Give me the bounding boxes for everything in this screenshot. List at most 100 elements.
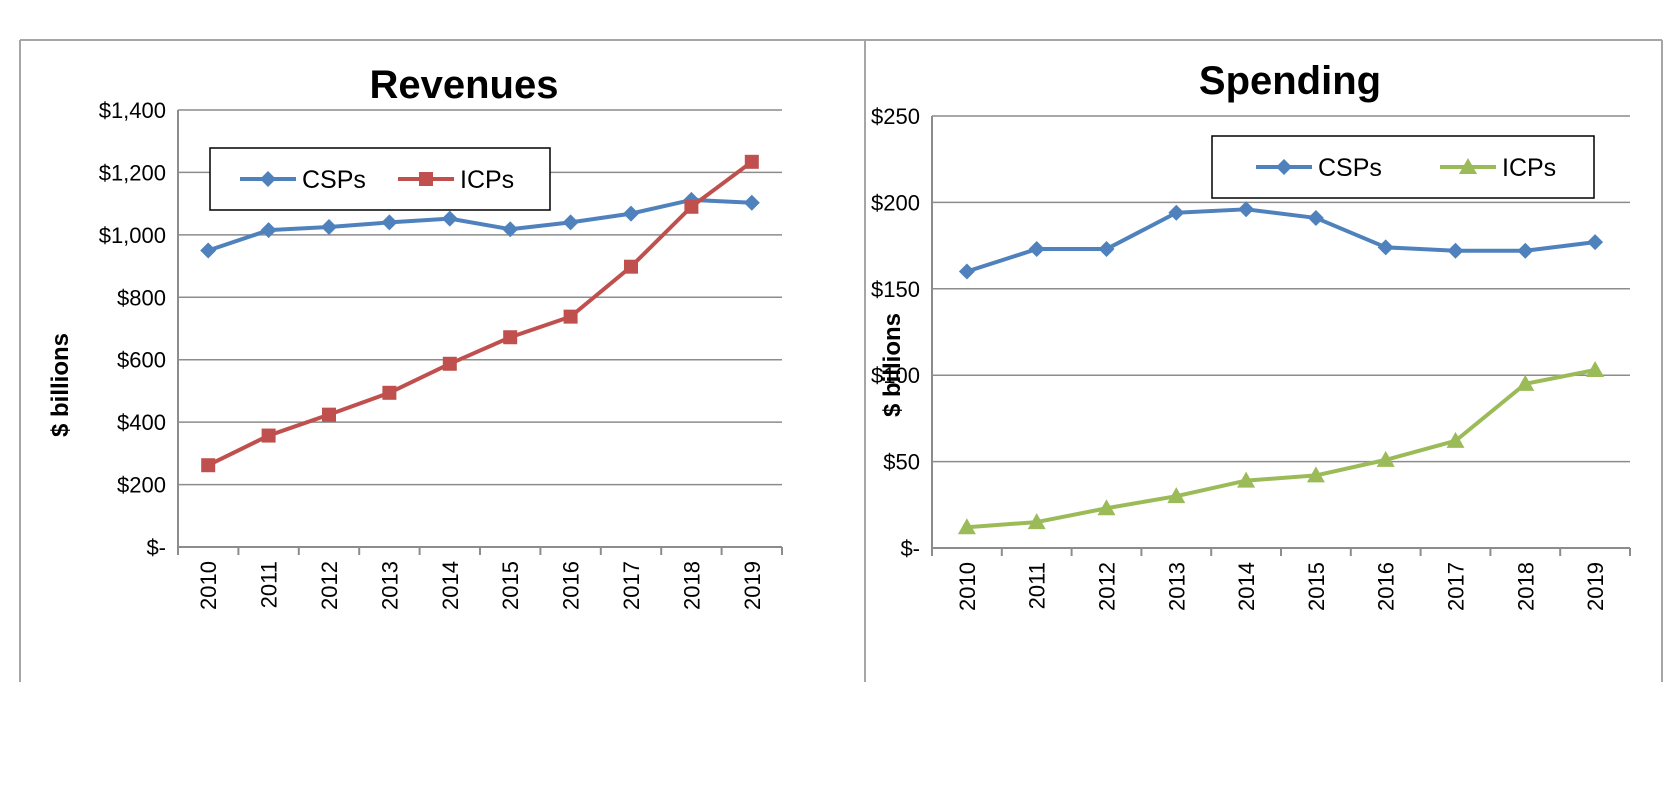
spending-x-tick-label: 2013 bbox=[1164, 562, 1189, 611]
spending-y-tick-label: $- bbox=[900, 536, 920, 561]
spending-legend-csps-label: CSPs bbox=[1318, 154, 1382, 182]
revenues-x-tick-label: 2015 bbox=[498, 561, 523, 610]
revenues-legend-item-csps: CSPs bbox=[240, 166, 366, 194]
revenues-chart: Revenues $ billions $- $200 $400 $600 $800 $1… bbox=[47, 63, 783, 610]
revenues-legend-csps-marker bbox=[260, 171, 276, 187]
revenues-icps-point bbox=[503, 330, 518, 345]
spending-axes bbox=[931, 116, 1631, 556]
revenues-axes bbox=[177, 110, 783, 555]
revenues-icps-point bbox=[382, 385, 397, 400]
spending-x-tick-label: 2015 bbox=[1304, 562, 1329, 611]
revenues-y-tick-label: $600 bbox=[117, 348, 166, 373]
spending-legend: CSPs ICPs bbox=[1211, 135, 1595, 199]
spending-legend-item-icps: ICPs bbox=[1440, 154, 1556, 182]
spending-csps-point bbox=[1377, 239, 1394, 256]
spending-y-tick-label: $150 bbox=[871, 277, 920, 302]
spending-y-tick-label: $50 bbox=[883, 450, 920, 475]
revenues-csps-line bbox=[207, 197, 752, 253]
revenues-y-tick-label: $1,400 bbox=[99, 98, 166, 123]
revenues-y-tick-label: $1,200 bbox=[99, 160, 166, 185]
revenues-x-tick-labels: 2010 2011 2012 2013 2014 2015 2016 2017 2018 2019 bbox=[196, 561, 765, 610]
revenues-y-axis-label: $ billions bbox=[47, 333, 74, 437]
revenues-csps-point bbox=[743, 194, 760, 211]
revenues-csps-point bbox=[623, 205, 639, 222]
spending-gridlines bbox=[932, 115, 1630, 463]
revenues-x-tick-label: 2014 bbox=[438, 561, 463, 610]
revenues-x-tick-label: 2010 bbox=[196, 561, 221, 610]
spending-legend-icps-marker bbox=[1459, 158, 1477, 174]
revenues-x-tick-label: 2016 bbox=[559, 561, 584, 610]
spending-y-tick-label: $250 bbox=[871, 104, 920, 129]
revenues-legend-icps-label: ICPs bbox=[460, 166, 514, 194]
spending-csps-point bbox=[1098, 241, 1115, 258]
revenues-gridlines bbox=[178, 109, 782, 486]
spending-y-tick-labels: $- $50 $100 $150 $200 $250 bbox=[871, 104, 920, 561]
revenues-y-tick-label: $1,000 bbox=[99, 223, 166, 248]
revenues-x-tick-label: 2012 bbox=[317, 561, 342, 610]
revenues-icps-point bbox=[442, 356, 457, 371]
revenues-icps-line bbox=[207, 160, 753, 468]
spending-x-tick-labels: 2010 2011 2012 2013 2014 2015 2016 2017 2018 2019 bbox=[955, 562, 1608, 611]
spending-csps-point bbox=[1447, 242, 1464, 259]
spending-icps-point bbox=[1237, 471, 1256, 488]
revenues-legend-csps-label: CSPs bbox=[302, 166, 366, 194]
spending-icps-point bbox=[1097, 499, 1116, 516]
revenues-y-tick-labels: $- $200 $400 $600 $800 $1,000 $1,200 $1,400 bbox=[99, 98, 166, 560]
revenues-icps-point bbox=[322, 407, 336, 422]
revenues-x-tick-label: 2017 bbox=[619, 561, 644, 610]
spending-x-tick-label: 2010 bbox=[955, 562, 980, 611]
spending-y-tick-label: $100 bbox=[871, 363, 920, 388]
spending-legend-item-csps: CSPs bbox=[1256, 154, 1382, 182]
revenues-x-tick-label: 2018 bbox=[679, 561, 704, 610]
spending-icps-point bbox=[1306, 466, 1325, 483]
spending-x-tick-label: 2017 bbox=[1444, 562, 1469, 611]
spending-x-tick-label: 2011 bbox=[1025, 562, 1050, 609]
revenues-csps-point bbox=[260, 222, 277, 239]
revenues-csps-point bbox=[502, 221, 519, 238]
spending-icps-point bbox=[1446, 431, 1465, 448]
spending-y-axis-label: $ billions bbox=[879, 313, 906, 417]
spending-chart: Spending $ billions $- $50 $100 $150 $200 $25… bbox=[871, 59, 1631, 611]
revenues-legend-icps-marker bbox=[419, 172, 433, 186]
spending-icps-point bbox=[1167, 487, 1186, 504]
spending-series bbox=[957, 201, 1605, 535]
revenues-icps-point bbox=[261, 428, 276, 443]
spending-x-tick-label: 2019 bbox=[1583, 562, 1608, 611]
spending-icps-point bbox=[957, 518, 976, 535]
spending-legend-icps-label: ICPs bbox=[1502, 154, 1556, 182]
spending-legend-csps-marker bbox=[1276, 159, 1292, 175]
revenues-x-tick-label: 2011 bbox=[257, 561, 282, 608]
spending-csps-point bbox=[1238, 201, 1255, 218]
spending-x-tick-label: 2016 bbox=[1374, 562, 1399, 611]
revenues-x-tick-label: 2013 bbox=[377, 561, 402, 610]
spending-csps-point bbox=[1587, 234, 1604, 251]
revenues-csps-point bbox=[441, 210, 458, 227]
revenues-legend-item-icps: ICPs bbox=[398, 166, 514, 194]
revenues-icps-point bbox=[563, 309, 578, 324]
revenues-y-tick-label: $- bbox=[146, 535, 166, 560]
spending-csps-point bbox=[1028, 241, 1045, 258]
spending-csps-point bbox=[958, 263, 975, 280]
spending-icps-point bbox=[1376, 450, 1395, 467]
panel-frames bbox=[19, 39, 1663, 682]
revenues-y-tick-label: $200 bbox=[117, 473, 166, 498]
revenues-y-tick-label: $400 bbox=[117, 410, 166, 435]
revenues-csps-point bbox=[381, 214, 398, 231]
spending-icps-point bbox=[1586, 361, 1605, 378]
spending-chart-title: Spending bbox=[1199, 59, 1381, 103]
revenues-legend: CSPs ICPs bbox=[209, 147, 551, 211]
spending-x-tick-label: 2012 bbox=[1095, 562, 1120, 611]
revenues-icps-point bbox=[201, 458, 216, 473]
revenues-csps-point bbox=[321, 219, 337, 236]
revenues-icps-point bbox=[744, 154, 759, 169]
spending-x-tick-label: 2018 bbox=[1513, 562, 1538, 611]
spending-icps-point bbox=[1027, 513, 1046, 530]
revenues-x-tick-label: 2019 bbox=[740, 561, 765, 610]
revenues-icps-point bbox=[684, 199, 699, 214]
revenues-chart-title: Revenues bbox=[370, 63, 559, 107]
spending-csps-line bbox=[966, 207, 1596, 274]
spending-csps-point bbox=[1517, 242, 1534, 259]
revenues-csps-point bbox=[200, 242, 217, 259]
revenues-icps-point bbox=[624, 259, 638, 274]
